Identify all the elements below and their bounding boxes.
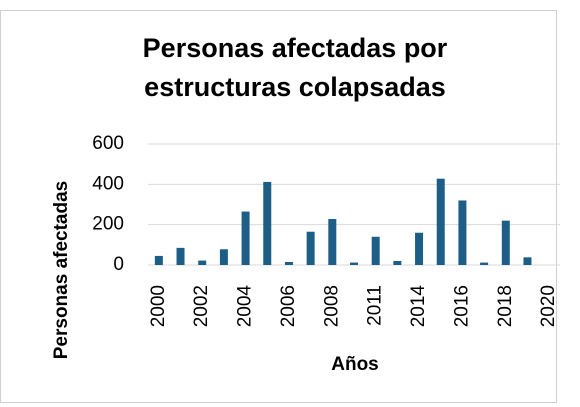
bar (371, 236, 380, 265)
x-tick-label: 2000 (148, 285, 169, 327)
bar (241, 211, 250, 265)
bar (219, 249, 228, 265)
bar (154, 255, 163, 265)
bar (176, 247, 185, 265)
x-tick-label: 2016 (451, 285, 472, 327)
y-tick-label: 600 (92, 133, 124, 154)
bar (523, 257, 532, 265)
x-tick-label: 2002 (191, 285, 212, 327)
x-tick-label: 2020 (538, 285, 559, 327)
chart-frame (0, 10, 557, 403)
y-axis-title: Personas afectadas (51, 181, 72, 360)
bar (284, 261, 293, 265)
bar (480, 262, 489, 265)
bar (436, 178, 445, 265)
bar (328, 219, 337, 265)
x-tick-label: 2008 (321, 285, 342, 327)
chart-title-line: estructuras colapsadas (144, 72, 446, 102)
bar (198, 260, 207, 265)
x-tick-label: 2011 (365, 285, 386, 326)
y-tick-label: 400 (92, 173, 124, 194)
chart-title-line: Personas afectadas por (143, 33, 448, 63)
chart-title: Personas afectadas por estructuras colaps… (143, 33, 448, 102)
x-tick-label: 2006 (278, 285, 299, 327)
x-axis-title: Años (331, 354, 379, 375)
x-tick-label: 2004 (235, 285, 256, 328)
y-tick-label: 0 (113, 254, 124, 275)
bar (458, 200, 467, 265)
y-tick-label: 200 (92, 214, 124, 235)
bar (393, 260, 402, 265)
bar (306, 231, 315, 265)
x-tick-label: 2018 (495, 285, 516, 327)
bar (501, 220, 510, 265)
x-tick-label: 2014 (408, 285, 429, 328)
bar (415, 232, 424, 265)
bar (263, 181, 272, 265)
bar (350, 262, 358, 265)
